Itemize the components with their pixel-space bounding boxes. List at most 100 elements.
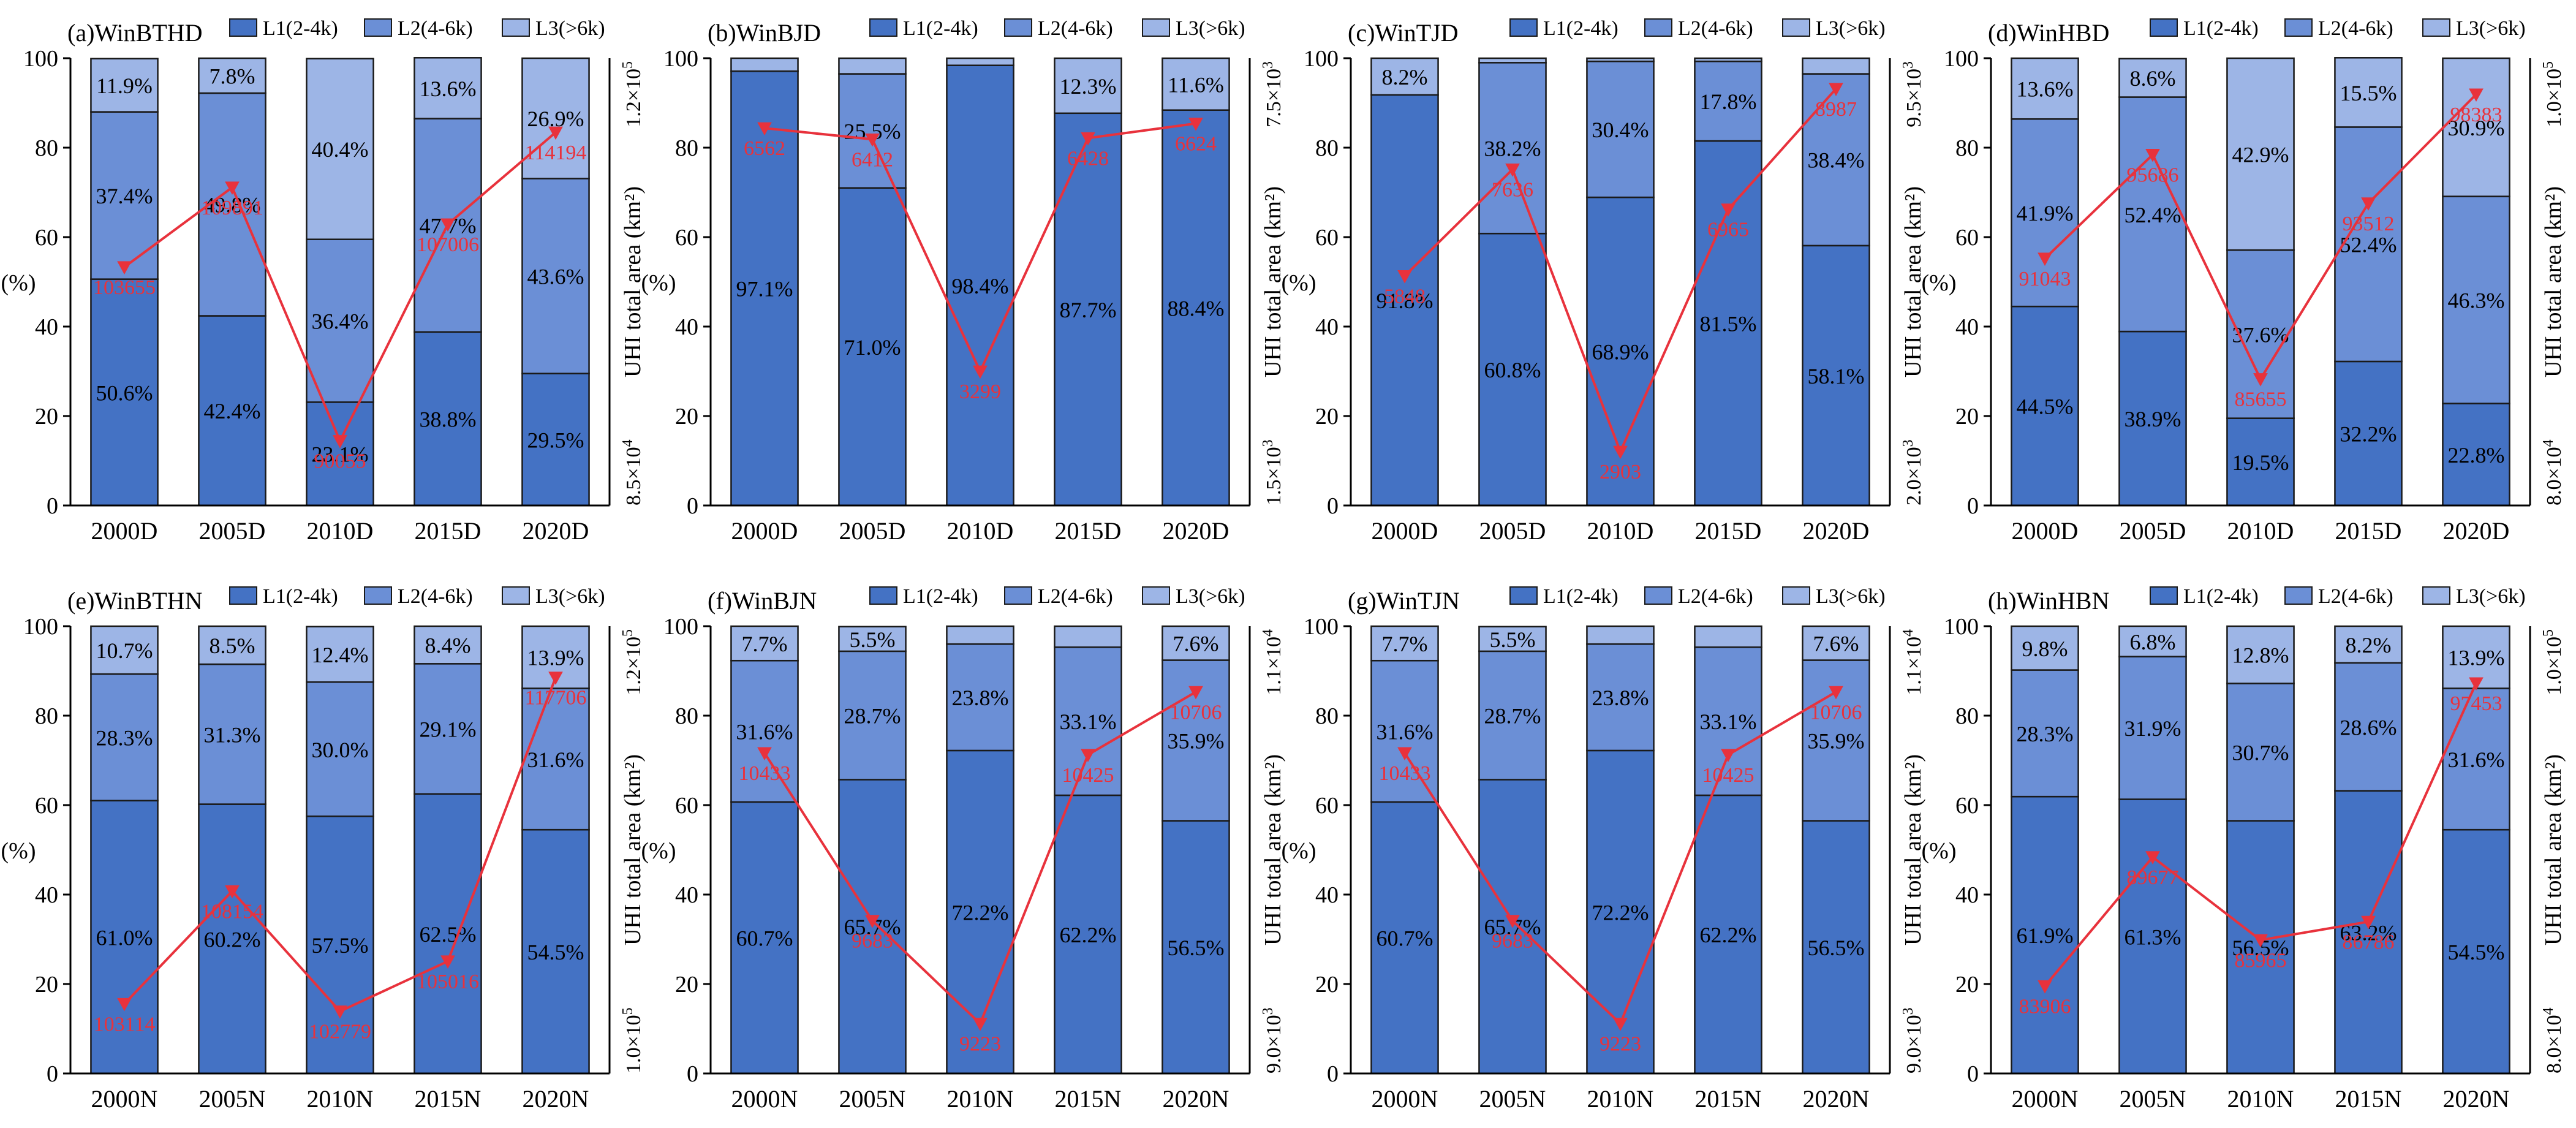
data-label: 7.6% <box>1173 632 1219 656</box>
y2-bottom-label: 9.0×103 <box>1260 1007 1285 1073</box>
bar-segment <box>521 687 590 831</box>
y-tick-label: 20 <box>35 972 58 997</box>
y-tick-label: 60 <box>675 225 698 251</box>
x-tick-label: 2000N <box>2012 1085 2079 1113</box>
bar-segment <box>2442 828 2510 1075</box>
y2-axis-label: UHI total area (km²) <box>1260 186 1286 377</box>
data-label: 28.3% <box>2017 722 2074 746</box>
bar-segment <box>730 57 799 72</box>
y-tick-label: 0 <box>47 493 58 519</box>
data-label: 71.0% <box>844 335 901 360</box>
bar-segment <box>90 673 159 801</box>
x-tick-label: 2010D <box>1587 517 1654 545</box>
uhi-label: 10706 <box>1810 701 1862 724</box>
y2-top-label: 1.2×105 <box>620 61 645 127</box>
data-label: 31.3% <box>204 722 261 747</box>
data-label: 68.9% <box>1592 340 1649 365</box>
y2-bottom-label: 9.0×103 <box>1900 1007 1925 1073</box>
legend-label: L2(4-6k) <box>398 17 473 40</box>
y-tick-label: 40 <box>35 314 58 340</box>
x-tick-label: 2020D <box>1163 517 1229 545</box>
bar-segment <box>2442 403 2510 507</box>
data-label: 31.6% <box>736 720 793 744</box>
legend-swatch <box>1509 586 1538 605</box>
data-label: 35.9% <box>1808 729 1865 754</box>
chart-panel-1: (a)WinBTHD L1(2-4k) L2(4-6k) L3(>6k) 50.6% 37… <box>1 17 646 545</box>
bar-segment <box>838 73 907 189</box>
data-label: 52.4% <box>2340 233 2397 257</box>
chart-title: (f)WinBJN <box>708 587 817 615</box>
uhi-label: 86786 <box>2343 931 2395 953</box>
bar-segment <box>1370 625 1439 662</box>
legend-swatch <box>2150 586 2178 605</box>
chart-title: (d)WinHBD <box>1988 19 2109 47</box>
bar-segment <box>1478 232 1547 507</box>
data-label: 10.7% <box>96 638 153 663</box>
y-tick-label: 40 <box>1955 882 1979 908</box>
bar-segment <box>2334 625 2403 664</box>
bar-segment <box>730 70 799 507</box>
bar-segment <box>1478 626 1547 653</box>
y-tick-label: 60 <box>1315 793 1339 819</box>
legend-swatch <box>2422 586 2450 605</box>
x-tick-label: 2010N <box>1587 1085 1654 1113</box>
uhi-label: 9223 <box>1600 1033 1641 1056</box>
x-tick-label: 2005N <box>199 1085 266 1113</box>
uhi-point <box>2469 88 2483 102</box>
legend-swatch <box>502 18 530 37</box>
x-tick-label: 2015N <box>2335 1085 2402 1113</box>
uhi-label: 89677 <box>2127 866 2179 889</box>
bar-segment <box>306 681 374 817</box>
bar-segment <box>1054 57 1122 115</box>
y2-axis-label: UHI total area (km²) <box>1260 754 1286 945</box>
x-tick-label: 2005N <box>839 1085 906 1113</box>
uhi-label: 6428 <box>1067 147 1109 170</box>
y2-axis-label: UHI total area (km²) <box>620 754 646 945</box>
y-tick-label: 80 <box>35 135 58 161</box>
legend-label: L3(>6k) <box>1176 585 1245 608</box>
data-label: 12.4% <box>312 643 369 667</box>
bar-segment <box>2334 360 2403 507</box>
data-label: 60.7% <box>736 926 793 950</box>
legend-label: L3(>6k) <box>1816 585 1886 608</box>
y-tick-label: 60 <box>1315 225 1339 251</box>
bar-segment <box>2226 625 2295 684</box>
y-tick-label: 40 <box>35 882 58 908</box>
data-label: 31.6% <box>527 748 584 772</box>
y-tick-label: 80 <box>675 135 698 161</box>
data-label: 97.1% <box>736 277 793 301</box>
y-tick-label: 80 <box>1315 135 1339 161</box>
y-tick-label: 100 <box>23 614 58 640</box>
uhi-point <box>973 1018 988 1031</box>
y-tick-label: 60 <box>1955 225 1979 251</box>
uhi-label: 6562 <box>744 137 785 160</box>
y2-top-label: 1.0×105 <box>2540 61 2566 127</box>
legend-swatch <box>2284 18 2313 37</box>
y-tick-label: 80 <box>1955 135 1979 161</box>
uhi-point <box>865 133 880 147</box>
data-label: 38.9% <box>2125 407 2181 431</box>
legend-label: L3(>6k) <box>1176 17 1245 40</box>
bar-segment <box>730 625 799 662</box>
x-tick-label: 2020N <box>1803 1085 1870 1113</box>
data-label: 32.2% <box>2340 422 2397 446</box>
y-tick-label: 20 <box>675 972 698 997</box>
data-label: 60.8% <box>1484 358 1541 382</box>
y2-top-label: 1.0×105 <box>2540 629 2566 695</box>
bar-segment <box>1802 625 1870 661</box>
data-label: 8.4% <box>425 634 471 658</box>
bar-segment <box>2442 57 2510 197</box>
chart-panel-4: (d)WinHBD L1(2-4k) L2(4-6k) L3(>6k) 44.5% 41.… <box>1922 17 2566 545</box>
legend-label: L1(2-4k) <box>1543 585 1618 608</box>
bar-segment <box>2226 683 2295 822</box>
uhi-label: 10706 <box>1170 701 1222 724</box>
bar-segment <box>90 625 159 675</box>
data-label: 72.2% <box>952 900 1009 925</box>
legend-label: L3(>6k) <box>2456 585 2526 608</box>
uhi-label: 2903 <box>1600 461 1641 483</box>
legend-label: L2(4-6k) <box>2318 17 2393 40</box>
x-tick-label: 2000N <box>1372 1085 1438 1113</box>
bar-segment <box>1802 57 1870 75</box>
data-label: 33.1% <box>1060 710 1117 734</box>
bar-segment <box>1054 112 1122 507</box>
